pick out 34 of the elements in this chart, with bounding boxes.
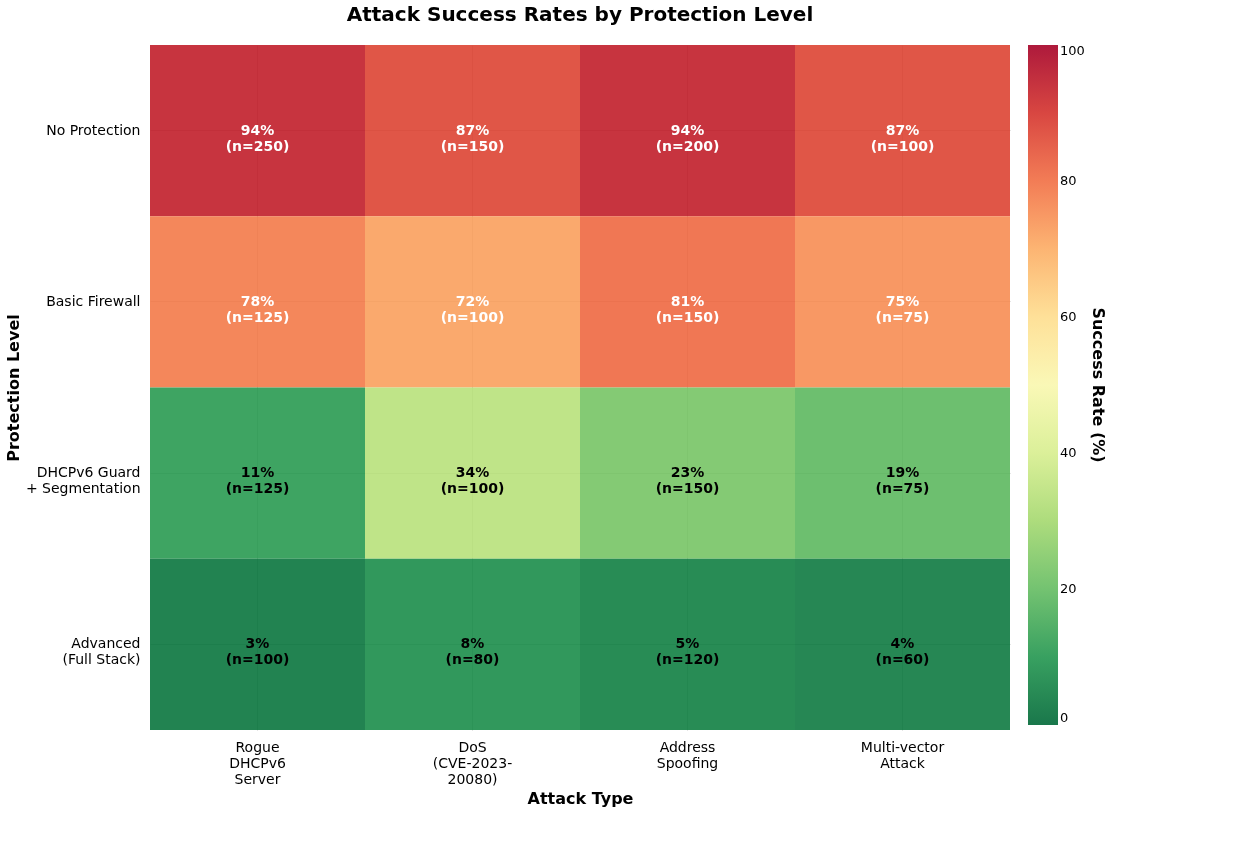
data-label: 94% (n=200) <box>655 121 720 154</box>
data-label: 8% (n=80) <box>445 635 500 668</box>
color-bar-title: Success Rate (%) <box>1089 307 1108 463</box>
x-tick-label: Multi-vector Attack <box>860 738 945 771</box>
color-bar-label: 20 <box>1060 581 1077 596</box>
y-tick-label: Basic Firewall <box>46 292 141 309</box>
x-axis-title: Attack Type <box>527 788 634 808</box>
data-label: 11% (n=125) <box>225 464 290 497</box>
data-label: 78% (n=125) <box>225 292 290 325</box>
data-label: 23% (n=150) <box>655 464 720 497</box>
data-label: 87% (n=150) <box>440 121 505 154</box>
color-bar-label: 80 <box>1060 173 1077 188</box>
data-label: 4% (n=60) <box>875 635 930 668</box>
x-tick-label: DoS (CVE-2023- 20080) <box>432 738 513 787</box>
data-label: 94% (n=250) <box>225 121 290 154</box>
color-bar-label: 100 <box>1060 43 1085 58</box>
data-label: 34% (n=100) <box>440 464 505 497</box>
y-axis-title: Protection Level <box>3 314 23 462</box>
y-tick-label: No Protection <box>46 121 141 138</box>
color-bar-label: 0 <box>1060 710 1069 725</box>
data-label: 72% (n=100) <box>440 292 505 325</box>
data-label: 75% (n=75) <box>875 292 930 325</box>
data-label: 81% (n=150) <box>655 292 720 325</box>
y-tick-label: DHCPv6 Guard + Segmentation <box>25 464 141 497</box>
chart-title: Attack Success Rates by Protection Level <box>346 2 814 26</box>
data-label: 3% (n=100) <box>225 635 290 668</box>
y-tick-label: Advanced (Full Stack) <box>62 635 141 668</box>
x-tick-label: Address Spoofing <box>656 738 719 771</box>
x-tick-label: Rogue DHCPv6 Server <box>229 738 286 787</box>
color-bar-label: 40 <box>1060 445 1077 460</box>
data-label: 19% (n=75) <box>875 464 930 497</box>
data-label: 5% (n=120) <box>655 635 720 668</box>
color-bar-label: 60 <box>1060 309 1077 324</box>
data-label: 87% (n=100) <box>870 121 935 154</box>
